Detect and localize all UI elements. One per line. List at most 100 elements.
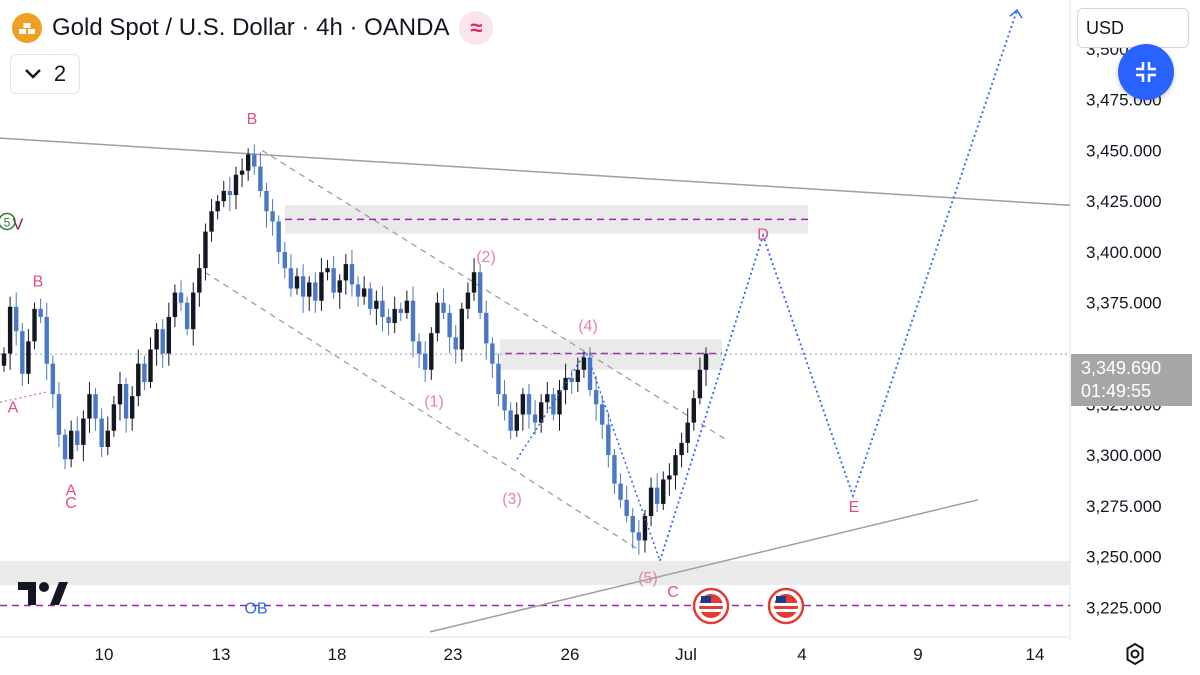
candle-body: [129, 396, 135, 419]
price-tick-label: 3,375.000: [1086, 294, 1162, 313]
wave-label: (2): [476, 249, 496, 266]
tradingview-logo-icon[interactable]: [16, 578, 70, 613]
wave-label: (1): [424, 393, 444, 410]
candle-body: [618, 483, 623, 500]
compress-arrows-icon[interactable]: [1118, 44, 1174, 100]
candle-body: [654, 487, 660, 504]
circled-wave-label: 5: [4, 215, 11, 229]
candle-body: [1, 353, 7, 366]
circled-wave-marker: [0, 212, 16, 231]
candle-body: [612, 455, 617, 484]
candle-body: [526, 394, 532, 415]
candle-body: [575, 369, 581, 382]
candle-body: [374, 300, 379, 309]
candle-body: [282, 251, 287, 269]
wave-structure-line: [516, 349, 661, 562]
candle-body: [508, 410, 513, 431]
candle-body: [68, 430, 74, 460]
candle-body: [404, 300, 410, 313]
wave-icon[interactable]: ≈: [459, 11, 494, 45]
candle-body: [569, 377, 574, 382]
wave-label: B: [247, 111, 258, 128]
candle-body: [111, 404, 117, 431]
time-tick-label: 4: [797, 645, 806, 664]
candle-body: [44, 316, 49, 364]
wave-label: (5): [638, 570, 658, 587]
candle-body: [245, 154, 251, 171]
candle-body: [258, 166, 263, 191]
flag-canton: [701, 596, 711, 603]
time-tick-label: 13: [212, 645, 231, 664]
flag-stripe: [774, 609, 798, 612]
price-tick-label: 3,425.000: [1086, 192, 1162, 211]
candle-body: [691, 398, 696, 423]
candle-body: [520, 394, 526, 415]
currency-select[interactable]: USD: [1077, 8, 1189, 48]
candle-body: [410, 300, 416, 342]
time-tick-label: 18: [328, 645, 347, 664]
candle-body: [423, 353, 428, 370]
candle-body: [538, 402, 544, 423]
collapse-indicators-button[interactable]: 2: [10, 54, 80, 94]
candle-body: [7, 306, 13, 354]
candle-body: [703, 353, 709, 370]
candle-body: [56, 394, 62, 435]
candle-body: [557, 390, 562, 415]
candle-body: [197, 268, 202, 293]
candle-body: [648, 487, 654, 517]
wave-label: E: [849, 499, 860, 516]
candle-body: [502, 394, 507, 411]
candle-body: [667, 475, 672, 480]
candle-body: [294, 276, 300, 289]
candle-body: [447, 312, 452, 338]
us-flag-event-icon: [767, 587, 805, 625]
candle-body: [300, 276, 306, 297]
flag-stripe: [699, 603, 723, 606]
gear-icon[interactable]: [1122, 641, 1148, 672]
candle-body: [166, 316, 172, 354]
us-flag-event-icon: [692, 587, 730, 625]
candle-body: [496, 363, 501, 395]
gold-bars-icon[interactable]: [12, 13, 42, 43]
candle-body: [435, 302, 440, 334]
collapse-count: 2: [53, 61, 67, 86]
time-tick-label: 14: [1026, 645, 1045, 664]
chart-title: Gold Spot / U.S. Dollar · 4h · OANDA: [52, 14, 450, 41]
wave-label: V: [13, 216, 24, 233]
candle-body: [191, 292, 196, 330]
candle-body: [148, 349, 153, 382]
candle-body: [252, 154, 257, 167]
flag-stripe: [699, 609, 723, 612]
candle-body: [581, 357, 587, 370]
channel-lower-line: [204, 271, 641, 552]
candle-body: [545, 394, 550, 403]
candle-body: [484, 312, 489, 344]
candle-body: [209, 211, 214, 232]
candle-body: [441, 302, 446, 313]
wave-label: A: [66, 483, 77, 500]
wave-label: C: [65, 495, 77, 512]
candle-body: [600, 404, 605, 425]
candle-body: [87, 394, 92, 419]
lower-trendline: [429, 499, 979, 633]
price-tick-label: 3,250.000: [1086, 548, 1162, 567]
candle-body: [392, 308, 397, 324]
time-tick-label: 23: [444, 645, 463, 664]
candle-body: [361, 288, 367, 297]
candle-body: [343, 264, 349, 281]
candle-body: [227, 190, 233, 196]
candle-body: [123, 384, 129, 419]
flag-stripe: [774, 603, 798, 606]
candle-body: [642, 516, 648, 541]
candle-body: [465, 292, 471, 309]
candle-body: [20, 331, 25, 374]
candle-body: [276, 221, 281, 252]
time-tick-label: Jul: [675, 645, 697, 664]
price-tick-label: 3,450.000: [1086, 141, 1162, 160]
wave-label: OB: [244, 600, 267, 617]
last-price-value: 3,349.690: [1081, 358, 1162, 378]
candle-body: [532, 414, 538, 423]
wave-label: (3): [502, 491, 522, 508]
candle-body: [184, 302, 190, 330]
